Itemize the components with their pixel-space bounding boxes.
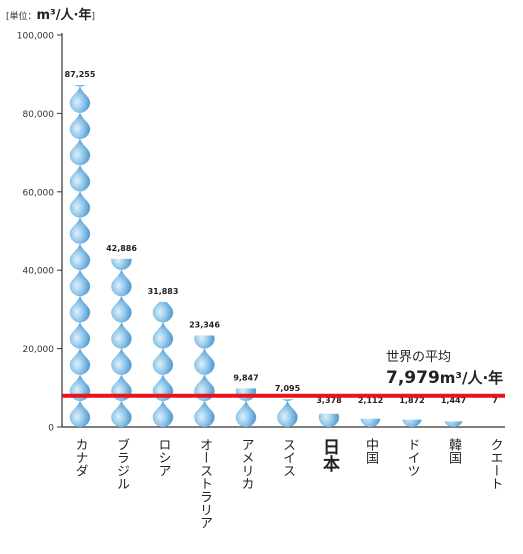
water-drop [360, 418, 381, 427]
value-label: 87,255 [65, 70, 96, 79]
category-label: ブラジル [114, 437, 129, 490]
water-drop [111, 400, 132, 427]
water-drop [152, 302, 174, 323]
world-average-title: 世界の平均 [386, 350, 452, 365]
value-label: 1,872 [399, 396, 424, 405]
water-drop [69, 216, 91, 244]
water-drop [111, 295, 132, 323]
category-label: クエート [488, 438, 503, 490]
category-label: 中国 [363, 438, 378, 464]
category-label: スイス [280, 438, 295, 477]
bar-スイス [277, 399, 298, 427]
water-drop [111, 347, 132, 375]
y-tick-label: 20,000 [23, 345, 55, 355]
water-drop [281, 399, 294, 401]
value-label: 9,847 [233, 373, 258, 382]
water-drop [318, 413, 340, 427]
category-label: アメリカ [239, 438, 254, 490]
y-tick-label: 0 [48, 424, 54, 434]
world-average-number: 7,979 [386, 368, 440, 388]
water-drop [194, 347, 215, 375]
water-drop [69, 111, 91, 139]
unit-prefix: [単位： [6, 12, 37, 22]
water-drop [194, 335, 215, 349]
value-label: 2,112 [358, 396, 383, 405]
world-average-unit: m³/人·年 [439, 369, 504, 387]
water-drop [152, 321, 174, 349]
bar-ブラジル [111, 258, 132, 427]
value-label: 3,378 [316, 396, 342, 405]
value-label: 1,447 [441, 396, 466, 405]
water-drop [111, 321, 132, 349]
value-label: 23,346 [189, 320, 220, 329]
world-average-value: 7,979m³/人·年 [386, 367, 503, 388]
bar-ドイツ [402, 419, 422, 428]
y-tick-label: 60,000 [23, 188, 55, 198]
water-drop [152, 400, 174, 428]
water-drop [194, 400, 215, 427]
unit-suffix: ] [91, 12, 95, 22]
unit-value: m³/人·年 [36, 8, 92, 23]
water-drop [69, 242, 91, 270]
category-label: ドイツ [405, 438, 420, 477]
water-drop [152, 347, 174, 375]
y-tick-label: 40,000 [23, 267, 55, 277]
water-drop [69, 269, 91, 297]
water-drop [69, 164, 91, 192]
water-drop [444, 421, 463, 427]
unit-label: [単位：m³/人·年] [6, 4, 95, 23]
world-average-annotation: 世界の平均 7,979m³/人·年 [386, 346, 503, 388]
value-label: 42,886 [106, 244, 137, 253]
water-drop [69, 295, 91, 323]
bar-オーストラリア [194, 335, 215, 427]
bar-ロシア [152, 302, 174, 428]
water-drop [69, 85, 91, 113]
y-tick-label: 100,000 [17, 32, 54, 42]
water-drop [69, 138, 91, 166]
bar-日本 [318, 413, 340, 427]
water-drop [69, 321, 91, 349]
water-drop [69, 190, 91, 218]
water-drop [111, 258, 132, 270]
water-drop [235, 400, 257, 427]
water-drop [69, 347, 91, 375]
water-drop [74, 84, 86, 87]
bar-韓国 [444, 421, 463, 427]
y-tick-label: 80,000 [23, 110, 55, 120]
water-drop [111, 269, 132, 297]
water-drop [69, 400, 91, 428]
water-drop [402, 419, 422, 428]
bar-クエート [493, 426, 497, 428]
value-label: 7 [492, 396, 498, 405]
category-label: カナダ [73, 438, 88, 477]
value-label: 31,883 [148, 287, 179, 296]
bar-アメリカ [235, 388, 257, 427]
water-drop [493, 426, 497, 428]
water-drop [277, 400, 298, 427]
category-label: オーストラリア [197, 438, 212, 529]
bar-カナダ [69, 84, 91, 428]
category-label: ロシア [156, 438, 171, 477]
value-label: 7,095 [275, 384, 301, 393]
bar-中国 [360, 418, 381, 427]
category-label: 韓国 [446, 438, 462, 464]
category-label: 日本 [319, 438, 340, 473]
